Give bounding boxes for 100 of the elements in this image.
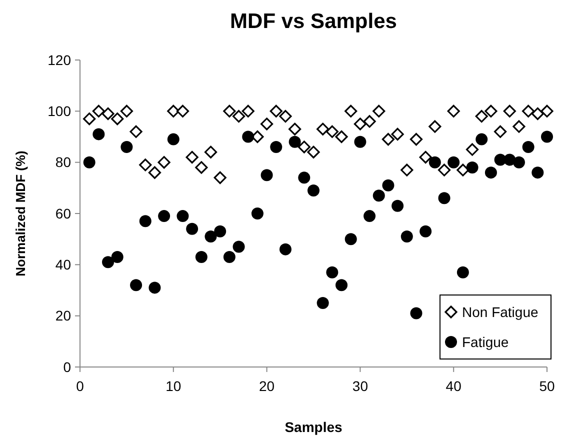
- y-axis-title: Normalized MDF (%): [13, 150, 28, 276]
- point: [540, 104, 554, 118]
- point: [83, 156, 96, 168]
- point: [504, 154, 516, 166]
- y-tick-label: 20: [55, 308, 72, 324]
- point: [512, 120, 526, 133]
- point: [326, 125, 338, 138]
- point: [438, 192, 450, 204]
- x-tick-label: 0: [76, 378, 84, 394]
- point: [186, 222, 198, 235]
- point: [102, 256, 114, 268]
- point: [344, 233, 357, 246]
- x-tick-label: 40: [446, 378, 462, 394]
- point: [148, 282, 161, 294]
- point: [410, 307, 422, 320]
- point: [456, 164, 470, 176]
- point: [270, 104, 282, 118]
- point: [83, 112, 96, 126]
- chart-title: MDF vs Samples: [230, 10, 397, 33]
- point: [392, 200, 404, 212]
- y-tick-label: 60: [55, 205, 72, 222]
- point: [214, 225, 226, 238]
- point: [251, 208, 264, 220]
- point: [447, 104, 460, 118]
- point: [288, 136, 301, 148]
- point: [288, 122, 302, 136]
- point: [139, 215, 152, 228]
- point: [223, 104, 236, 118]
- point: [195, 250, 208, 263]
- point: [484, 166, 497, 179]
- point: [419, 150, 432, 164]
- point: [466, 161, 478, 174]
- point: [336, 279, 348, 292]
- point: [260, 169, 273, 182]
- point: [158, 210, 170, 222]
- point: [279, 243, 292, 256]
- point: [372, 190, 385, 202]
- point: [335, 130, 348, 144]
- point: [223, 250, 236, 263]
- point: [382, 179, 394, 192]
- point: [382, 133, 395, 146]
- point: [512, 156, 525, 168]
- point: [186, 150, 198, 164]
- x-tick-label: 20: [259, 378, 275, 394]
- point: [204, 146, 218, 158]
- y-tick-label: 0: [63, 358, 72, 375]
- point: [270, 140, 282, 153]
- point: [242, 104, 254, 118]
- point: [428, 156, 441, 168]
- point: [92, 104, 105, 118]
- point: [354, 118, 366, 130]
- x-tick-label: 50: [539, 378, 555, 394]
- point: [428, 120, 442, 133]
- point: [364, 210, 376, 222]
- point: [420, 225, 432, 238]
- point: [316, 122, 330, 136]
- point: [92, 128, 105, 140]
- point: [522, 140, 534, 153]
- point: [391, 128, 404, 140]
- point: [363, 115, 376, 128]
- point: [466, 143, 479, 156]
- point: [456, 266, 469, 278]
- point: [130, 279, 142, 292]
- point: [232, 240, 245, 253]
- point: [298, 172, 310, 184]
- y-tick-label: 40: [55, 256, 72, 273]
- point: [308, 184, 320, 196]
- point: [354, 136, 366, 148]
- point: [148, 166, 162, 179]
- point: [139, 158, 152, 172]
- point: [503, 104, 516, 118]
- point: [111, 112, 124, 126]
- point: [541, 130, 553, 143]
- legend-label: Fatigue: [462, 334, 509, 350]
- point: [204, 230, 217, 243]
- point: [167, 104, 180, 118]
- legend-label: Non Fatigue: [462, 304, 538, 320]
- x-tick-label: 10: [166, 378, 182, 394]
- point: [111, 250, 124, 263]
- point: [176, 104, 190, 118]
- point: [232, 110, 246, 123]
- point: [214, 171, 226, 184]
- point: [400, 164, 414, 176]
- point: [130, 125, 142, 138]
- x-tick-label: 30: [352, 378, 368, 394]
- point: [438, 164, 451, 176]
- y-tick-label: 100: [48, 103, 72, 120]
- y-tick-label: 80: [55, 154, 72, 170]
- point: [298, 140, 310, 154]
- point: [484, 104, 498, 118]
- point: [307, 146, 320, 158]
- point: [326, 266, 338, 278]
- point: [494, 125, 507, 138]
- point: [242, 130, 254, 143]
- point: [532, 166, 544, 179]
- y-tick-label: 120: [48, 52, 72, 68]
- point: [195, 161, 208, 174]
- point: [400, 230, 413, 243]
- point: [158, 156, 170, 169]
- point: [279, 110, 292, 123]
